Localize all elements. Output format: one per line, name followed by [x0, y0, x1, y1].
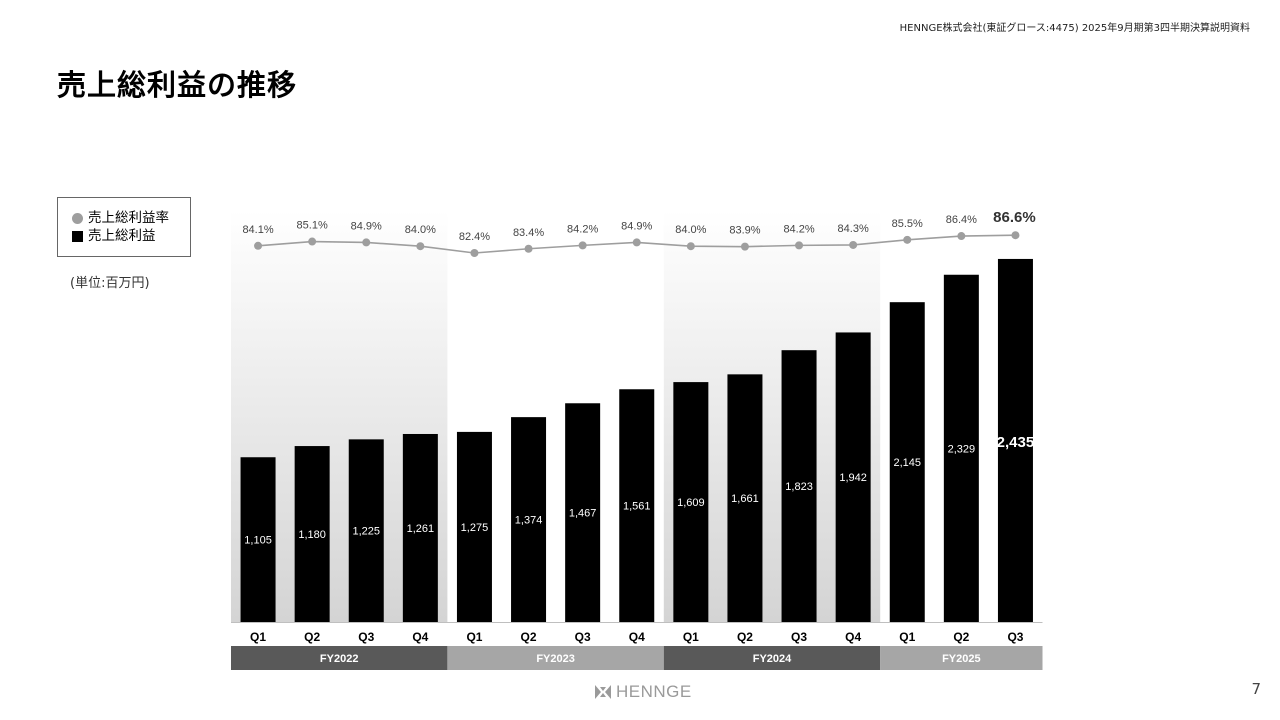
legend-label-margin-rate: 売上総利益率	[88, 210, 169, 226]
fy-bar-fy2024	[663, 646, 881, 670]
bar-14	[943, 274, 979, 622]
header-note: HENNGE株式会社(東証グロース:4475) 2025年9月期第3四半期決算説…	[899, 23, 1250, 34]
category-tick-label-14: Q2	[953, 630, 969, 644]
footer-logo: HENNGE	[594, 682, 692, 702]
bar-value-label-14: 2,329	[948, 443, 976, 455]
bar-value-label-10: 1,661	[731, 493, 759, 505]
bar-15	[997, 258, 1033, 622]
square-marker-icon	[72, 230, 83, 242]
henngelogo-icon	[595, 685, 611, 699]
bar-1	[240, 457, 276, 622]
bar-11	[781, 350, 817, 622]
bar-2	[294, 446, 330, 622]
page-number: 7	[1251, 680, 1261, 698]
fy-label-fy2022: FY2022	[320, 653, 359, 665]
margin-rate-label-8: 84.9%	[621, 220, 652, 232]
category-tick-label-3: Q3	[358, 630, 374, 644]
margin-rate-label-12: 84.3%	[838, 223, 869, 235]
category-tick-label-13: Q1	[899, 630, 915, 644]
bar-5	[456, 431, 492, 622]
margin-rate-label-1: 84.1%	[242, 224, 273, 236]
bar-value-label-3: 1,225	[352, 526, 380, 538]
margin-rate-point-7	[578, 241, 587, 250]
margin-rate-point-15	[1011, 231, 1020, 240]
bar-value-label-6: 1,374	[515, 515, 543, 527]
bar-9	[673, 382, 709, 622]
margin-rate-point-5	[470, 249, 479, 257]
fy-bar-fy2023	[447, 646, 664, 670]
bar-value-label-11: 1,823	[785, 481, 813, 493]
margin-rate-point-3	[362, 238, 371, 247]
page-title: 売上総利益の推移	[57, 68, 298, 102]
fy-label-fy2025: FY2025	[942, 653, 981, 665]
bar-value-label-13: 2,145	[893, 457, 921, 469]
bar-8	[619, 389, 655, 622]
bar-10	[727, 374, 763, 622]
margin-rate-point-8	[632, 238, 641, 247]
margin-rate-point-10	[740, 242, 749, 251]
category-tick-label-8: Q4	[629, 630, 645, 644]
bar-value-label-5: 1,275	[461, 522, 489, 534]
fy-bar-fy2025	[880, 646, 1043, 670]
margin-rate-label-2: 85.1%	[297, 220, 328, 232]
margin-rate-point-11	[795, 241, 804, 250]
margin-rate-point-1	[254, 241, 263, 250]
margin-rate-label-14: 86.4%	[946, 214, 977, 226]
fy-bar-fy2022	[231, 646, 448, 670]
margin-rate-point-9	[686, 242, 695, 251]
bar-value-label-15: 2,435	[997, 434, 1035, 451]
bar-value-label-2: 1,180	[298, 529, 326, 541]
bar-value-label-9: 1,609	[677, 497, 705, 509]
bar-6	[511, 417, 547, 622]
bar-7	[565, 403, 601, 622]
bar-13	[889, 302, 925, 622]
fy-label-fy2023: FY2023	[536, 653, 575, 665]
category-tick-label-15: Q3	[1007, 630, 1023, 644]
category-tick-label-12: Q4	[845, 630, 861, 644]
bar-value-label-7: 1,467	[569, 508, 597, 520]
margin-rate-label-10: 83.9%	[729, 225, 760, 237]
margin-rate-point-4	[416, 242, 425, 251]
fy-label-fy2024: FY2024	[753, 653, 792, 665]
margin-rate-label-3: 84.9%	[351, 220, 382, 232]
bar-value-label-12: 1,942	[839, 472, 867, 484]
legend-item-gross-profit: 売上総利益	[72, 227, 190, 245]
category-tick-label-4: Q4	[412, 630, 428, 644]
margin-rate-point-13	[903, 235, 912, 244]
category-tick-label-6: Q2	[521, 630, 537, 644]
bar-12	[835, 332, 871, 622]
bar-value-label-1: 1,105	[244, 535, 272, 547]
bar-value-label-8: 1,561	[623, 501, 651, 513]
margin-rate-point-14	[957, 232, 966, 241]
circle-marker-icon	[72, 212, 83, 224]
category-tick-label-2: Q2	[304, 630, 320, 644]
unit-note: (単位:百万円)	[70, 276, 150, 291]
bar-value-label-4: 1,261	[407, 523, 435, 535]
margin-rate-label-4: 84.0%	[405, 224, 436, 236]
category-tick-label-1: Q1	[250, 630, 266, 644]
margin-rate-label-5: 82.4%	[459, 231, 490, 243]
legend-item-margin-rate: 売上総利益率	[72, 209, 190, 227]
category-tick-label-11: Q3	[791, 630, 807, 644]
chart-legend: 売上総利益率 売上総利益	[57, 197, 191, 257]
category-tick-label-10: Q2	[737, 630, 753, 644]
category-tick-label-7: Q3	[575, 630, 591, 644]
margin-rate-label-11: 84.2%	[783, 223, 814, 235]
margin-rate-label-6: 83.4%	[513, 227, 544, 239]
bar-3	[348, 439, 384, 622]
legend-label-gross-profit: 売上総利益	[88, 228, 156, 244]
margin-rate-label-7: 84.2%	[567, 223, 598, 235]
margin-rate-label-15: 86.6%	[993, 209, 1036, 226]
margin-rate-point-2	[308, 237, 317, 246]
footer-logo-text: HENNGE	[616, 682, 692, 701]
bar-4	[402, 433, 438, 622]
margin-rate-label-13: 85.5%	[892, 218, 923, 230]
category-tick-label-5: Q1	[466, 630, 482, 644]
margin-rate-point-6	[524, 244, 533, 253]
margin-rate-point-12	[849, 240, 858, 249]
margin-rate-label-9: 84.0%	[675, 224, 706, 236]
category-tick-label-9: Q1	[683, 630, 699, 644]
